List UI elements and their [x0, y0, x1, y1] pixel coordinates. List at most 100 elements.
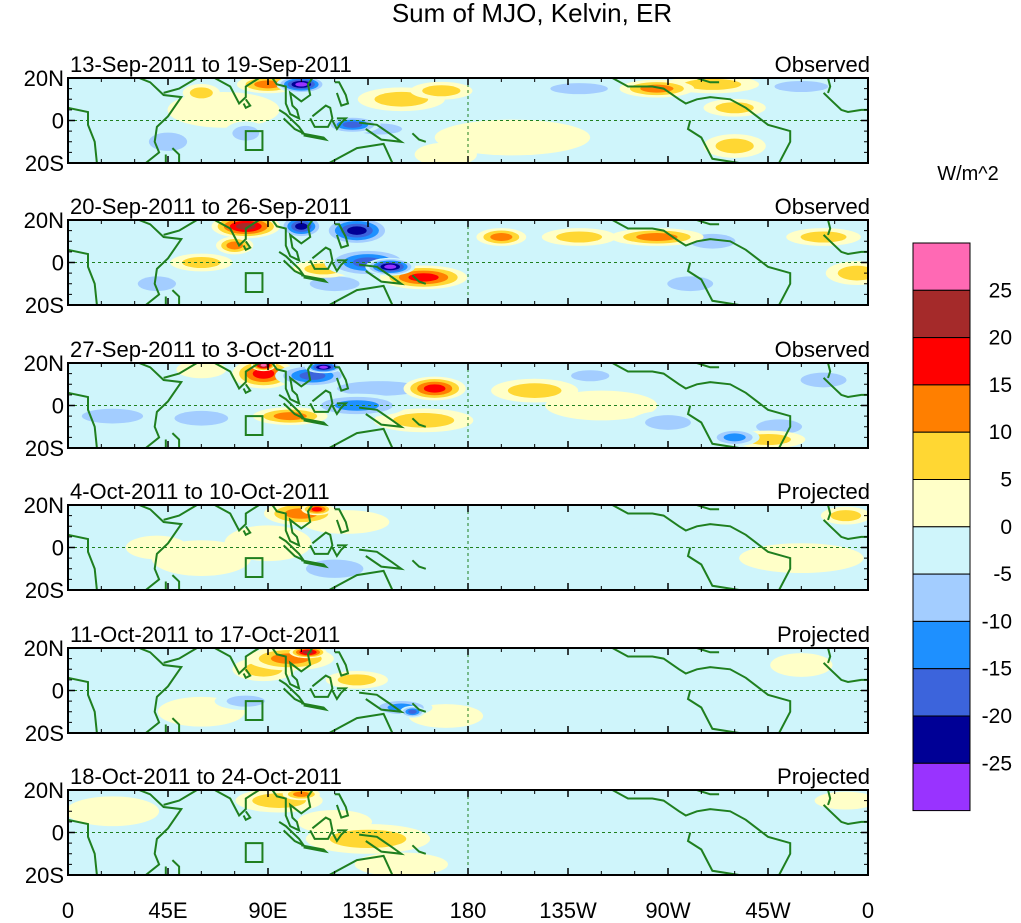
- coastline: [309, 246, 334, 270]
- coastline: [331, 687, 349, 701]
- contour-level: [295, 82, 308, 87]
- x-tick-label: 135E: [342, 898, 393, 923]
- contour-level: [295, 222, 308, 230]
- coastline: [68, 363, 184, 448]
- colorbar-tick-label: -25: [982, 752, 1012, 775]
- x-tick-label: 45E: [148, 898, 187, 923]
- coastline: [679, 363, 720, 369]
- y-tick-label: 0: [52, 821, 64, 846]
- x-tick-label: 90E: [248, 898, 287, 923]
- contour-level: [715, 138, 754, 154]
- contour-level: [463, 510, 651, 534]
- coastline: [611, 220, 792, 305]
- contour-level: [408, 709, 417, 714]
- coastline: [278, 679, 307, 706]
- y-tick-label: 0: [52, 251, 64, 276]
- contour-level: [645, 415, 691, 430]
- coastline: [319, 854, 394, 875]
- coastline: [319, 427, 394, 448]
- contour-level: [507, 383, 562, 398]
- contour-level: [392, 413, 455, 428]
- panel-2: 20N 0 20S 20-Sep-2011 to 26-Sep-2011 Observe…: [24, 194, 870, 318]
- coastline: [319, 142, 394, 163]
- contour-level: [336, 381, 422, 396]
- coastline: [827, 220, 832, 236]
- colorbar-tick-label: 0: [1000, 516, 1012, 539]
- x-tick-label: 45W: [745, 898, 790, 923]
- contour-level: [716, 838, 842, 869]
- coastline: [679, 790, 720, 796]
- coastline: [411, 274, 427, 285]
- colorbar-bin: [912, 668, 971, 717]
- panel-status-label: Projected: [777, 764, 870, 789]
- coastline: [242, 525, 252, 537]
- panel-3: 20N 0 20S 27-Sep-2011 to 3-Oct-2011 Observed: [24, 337, 870, 461]
- contour-level: [354, 852, 448, 875]
- coastline: [214, 220, 260, 248]
- coastline: [68, 790, 184, 875]
- coastlines: [68, 790, 868, 875]
- coastline: [822, 804, 868, 826]
- contour-level: [636, 233, 678, 241]
- panel-period-label: 27-Sep-2011 to 3-Oct-2011: [70, 337, 335, 362]
- coastline: [679, 505, 720, 511]
- coastline: [827, 790, 832, 806]
- y-tick-label: 20N: [24, 66, 64, 91]
- colorbar-tick-label: 20: [989, 327, 1012, 350]
- coastline: [278, 394, 307, 421]
- contour-level: [739, 543, 864, 573]
- colorbar-tick-label: -15: [982, 658, 1012, 681]
- x-tick-label: 0: [862, 898, 874, 923]
- coastline: [827, 505, 832, 521]
- contour-level: [311, 507, 323, 512]
- contour-level: [252, 368, 275, 379]
- coastline: [611, 648, 792, 733]
- coastline: [164, 859, 181, 875]
- coastline: [214, 648, 260, 676]
- contour-level: [342, 121, 363, 128]
- coastline: [822, 377, 868, 399]
- panel-status-label: Projected: [777, 479, 870, 504]
- coastline: [411, 132, 427, 143]
- colorbar-tick-label: -20: [982, 705, 1012, 728]
- contour-level: [800, 231, 847, 243]
- coastlines: [68, 363, 868, 448]
- coastline: [822, 92, 868, 114]
- y-tick-label: 20N: [24, 493, 64, 518]
- contour-level: [97, 665, 172, 695]
- coastline: [611, 505, 792, 590]
- coastline: [358, 691, 405, 714]
- coastline: [68, 505, 184, 590]
- contour-level: [174, 410, 229, 426]
- panel-period-label: 20-Sep-2011 to 26-Sep-2011: [70, 194, 352, 219]
- y-tick-label: 20N: [24, 351, 64, 376]
- coastline: [301, 132, 329, 142]
- coastlines: [68, 648, 868, 733]
- contour-level: [837, 265, 868, 281]
- coastline: [242, 383, 252, 395]
- contour-level: [293, 791, 310, 797]
- panel-5: 20N 0 20S 11-Oct-2011 to 17-Oct-2011 Project…: [24, 622, 870, 746]
- contour-level: [68, 510, 139, 534]
- coastline: [331, 402, 349, 416]
- contour-level: [490, 233, 513, 241]
- coastline: [611, 78, 792, 163]
- coastlines: [68, 220, 868, 305]
- coastline: [271, 220, 314, 263]
- colorbar-bin: [912, 242, 971, 291]
- panel-status-label: Observed: [775, 52, 870, 77]
- coastline: [411, 417, 427, 428]
- panels: 20N 0 20S 13-Sep-2011 to 19-Sep-2011 Observe…: [24, 52, 870, 888]
- panel-status-label: Observed: [775, 337, 870, 362]
- contour-level: [419, 658, 606, 689]
- contour-level: [137, 276, 177, 292]
- coastline: [309, 389, 334, 413]
- coastline: [358, 263, 405, 286]
- colorbar-tick-label: 15: [989, 374, 1012, 397]
- coastline: [301, 274, 329, 284]
- coastline: [331, 259, 349, 273]
- figure-title: Sum of MJO, Kelvin, ER: [392, 0, 672, 28]
- contour-level: [556, 231, 603, 243]
- contour-level: [521, 798, 771, 846]
